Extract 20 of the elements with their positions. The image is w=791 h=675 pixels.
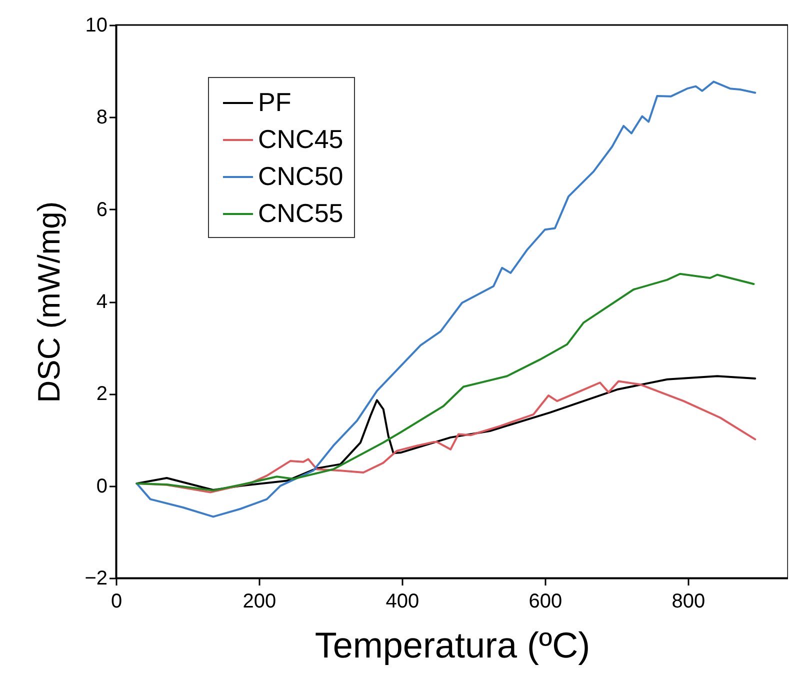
y-tick-label: 8: [96, 106, 108, 129]
y-tick-label: −2: [84, 568, 108, 590]
x-tick-label: 600: [528, 590, 562, 612]
x-tick-label: 0: [110, 590, 122, 612]
y-tick-label: 0: [96, 475, 108, 498]
legend-label: CNC50: [258, 161, 344, 191]
y-tick-label: 2: [96, 383, 108, 406]
line-series: [136, 272, 755, 492]
y-axis-title: DSC (mW/mg): [32, 201, 67, 403]
x-tick-label: 200: [242, 590, 276, 612]
legend-label: PF: [258, 87, 292, 117]
y-tick-label: 6: [96, 198, 108, 221]
line-series: [136, 80, 756, 518]
y-tick-label: 10: [85, 14, 108, 36]
x-tick-label: 400: [386, 590, 420, 612]
x-tick-label: 800: [672, 590, 706, 612]
x-axis-title: Temperatura (ºC): [314, 624, 590, 666]
legend-label: CNC55: [258, 198, 344, 228]
legend-label: CNC45: [258, 124, 344, 154]
y-tick-label: 4: [96, 291, 108, 313]
